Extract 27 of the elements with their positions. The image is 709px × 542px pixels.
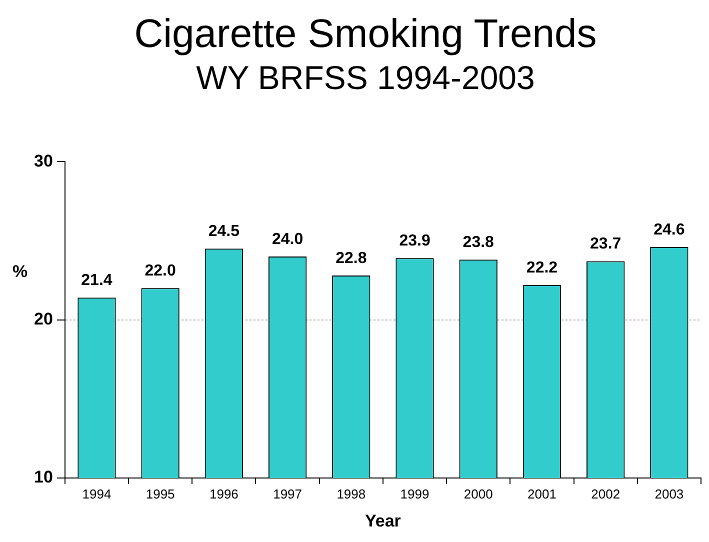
data-label: 23.9 xyxy=(399,232,430,250)
chart-subtitle: WY BRFSS 1994-2003 xyxy=(196,58,535,96)
x-tick-label: 2000 xyxy=(464,486,493,502)
data-label: 22.2 xyxy=(526,259,558,276)
x-tick-label: 1998 xyxy=(336,486,366,502)
y-tick-label: 30 xyxy=(34,151,53,170)
x-tick-label: 2002 xyxy=(591,486,620,502)
x-tick-label: 2003 xyxy=(654,486,684,502)
chart-title: Cigarette Smoking Trends xyxy=(134,12,597,56)
x-tick-label: 1997 xyxy=(273,486,302,502)
x-axis-title: Year xyxy=(364,511,402,530)
x-tick-label: 1999 xyxy=(400,486,430,502)
data-label: 23.8 xyxy=(462,234,494,252)
data-label: 21.4 xyxy=(81,272,112,290)
y-tick-label: 20 xyxy=(34,309,53,328)
y-axis-title: % xyxy=(12,262,28,282)
x-tick-label: 1995 xyxy=(146,486,175,502)
data-label: 23.7 xyxy=(590,236,622,253)
data-label: 24.6 xyxy=(654,221,685,238)
x-tick-label: 2001 xyxy=(528,486,556,502)
data-label: 22.0 xyxy=(144,262,176,280)
y-tick-label: 10 xyxy=(34,468,53,487)
data-label: 24.5 xyxy=(208,223,240,240)
data-label: 22.8 xyxy=(336,250,367,267)
x-tick-label: 1994 xyxy=(82,486,112,502)
x-tick-label: 1996 xyxy=(209,486,238,502)
data-label: 24.0 xyxy=(272,230,304,248)
